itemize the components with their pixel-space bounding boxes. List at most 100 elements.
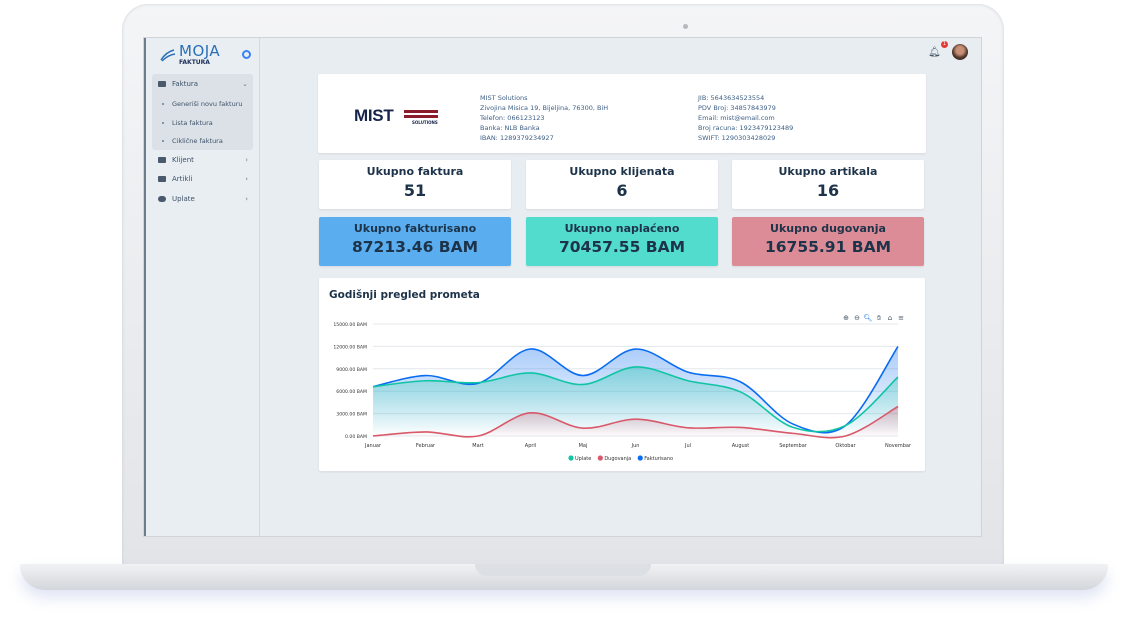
stat-title: Ukupno artikala — [778, 165, 878, 178]
coins-icon — [158, 196, 166, 202]
laptop-notch — [475, 564, 651, 576]
company-phone: Telefon: 066123123 — [480, 113, 545, 122]
company-swift: SWIFT: 1290303428029 — [698, 133, 776, 142]
sidebar-subitem-ciklicne[interactable]: Ciklične faktura — [162, 137, 223, 145]
y-tick-label: 9000.00 BAM — [336, 367, 367, 373]
chart-card: Godišnji pregled prometa 0.00 BAM 3000.00… — [319, 278, 925, 471]
company-bank: Banka: NLB Banka — [480, 123, 540, 132]
company-jib: JIB: 5643634523554 — [698, 94, 765, 102]
x-tick-label: Maj — [579, 443, 588, 449]
stat-value: 51 — [403, 181, 427, 200]
notification-badge: 1 — [941, 41, 948, 48]
total-value: 70457.55 BAM — [558, 238, 685, 256]
company-info-left: MIST Solutions Zivojina Misica 19, Bijel… — [480, 94, 608, 144]
total-title: Ukupno fakturisano — [353, 222, 477, 235]
line-uplate — [372, 366, 899, 433]
chevron-right-icon: › — [245, 156, 248, 164]
search-icon[interactable]: 🔍︎ — [864, 314, 873, 322]
stat-title: Ukupno klijenata — [569, 165, 675, 178]
x-tick-label: Jul — [684, 443, 691, 449]
area-uplate — [373, 366, 898, 436]
x-tick-label: Oktobar — [835, 443, 856, 449]
x-tick-label: Februar — [416, 443, 436, 449]
area-dugovanja — [373, 406, 898, 438]
x-tick-label: Septembar — [779, 443, 808, 449]
total-card-naplaceno: Ukupno naplaćeno 70457.55 BAM — [526, 217, 718, 266]
y-tick-label: 6000.00 BAM — [336, 389, 367, 395]
sidebar-toggle-icon[interactable] — [242, 50, 251, 59]
company-logo-sub: SOLUTIONS — [412, 120, 438, 125]
pan-icon[interactable]: ✋︎ — [877, 314, 881, 322]
avatar[interactable] — [952, 44, 968, 60]
stat-card-klijenti: Ukupno klijenata 6 — [526, 160, 718, 209]
y-tick-label: 15000.00 BAM — [333, 322, 367, 328]
sidebar-item-label: Artikli — [172, 175, 193, 183]
total-title: Ukupno dugovanja — [770, 222, 886, 235]
x-tick-label: Januar — [364, 443, 382, 449]
briefcase-icon — [158, 157, 166, 163]
sidebar-subitem-lista[interactable]: Lista faktura — [162, 119, 213, 127]
revenue-chart: 0.00 BAM 3000.00 BAM 6000.00 BAM 9000.00 BA… — [333, 314, 912, 462]
x-tick-label: Novembar — [885, 443, 912, 449]
sidebar-subitem-generisi[interactable]: Generiši novu fakturu — [162, 100, 243, 108]
x-tick-label: Jun — [631, 443, 640, 449]
screen: MOJA FAKTURA Faktura ⌄ Generiši novu faktu… — [143, 37, 982, 537]
total-card-fakturisano: Ukupno fakturisano 87213.46 BAM — [319, 217, 511, 266]
legend-marker — [568, 455, 574, 461]
total-card-dugovanja: Ukupno dugovanja 16755.91 BAM — [732, 217, 924, 266]
company-logo-bars — [404, 110, 438, 119]
sidebar-item-klijent[interactable]: Klijent › — [158, 156, 248, 164]
bell-icon[interactable]: 🔔︎ — [928, 47, 941, 58]
camera — [683, 24, 688, 29]
chevron-right-icon: › — [245, 175, 248, 183]
sidebar-item-label: Uplate — [172, 195, 195, 203]
menu-icon[interactable]: ≡ — [898, 314, 904, 322]
company-address: Zivojina Misica 19, Bijeljina, 76300, Bi… — [480, 103, 609, 112]
stat-value: 16 — [816, 181, 840, 200]
company-email: Email: mist@email.com — [698, 113, 775, 122]
company-card: MIST SOLUTIONS MIST Solutions Zivojina M… — [318, 74, 926, 153]
sidebar: MOJA FAKTURA Faktura ⌄ Generiši novu faktu… — [144, 38, 260, 536]
total-value: 87213.46 BAM — [351, 238, 478, 256]
logo-text: MOJA — [179, 42, 221, 60]
home-icon[interactable]: ⌂ — [888, 314, 892, 322]
stat-card-artikli: Ukupno artikala 16 — [732, 160, 924, 209]
company-info-right: JIB: 5643634523554 PDV Broj: 34857843979… — [698, 94, 793, 144]
line-dugovanja — [372, 405, 899, 439]
company-name: MIST Solutions — [480, 94, 528, 102]
company-pdv: PDV Broj: 34857843979 — [698, 103, 776, 112]
invoice-icon — [158, 81, 166, 87]
zoom-in-icon[interactable]: ⊕ — [843, 314, 849, 322]
total-title: Ukupno naplaćeno — [564, 222, 680, 235]
x-tick-label: April — [525, 443, 536, 449]
company-logo: MIST — [354, 106, 394, 125]
legend-label-uplate: Uplate — [575, 456, 591, 462]
sidebar-item-label: Klijent — [172, 156, 194, 164]
chevron-right-icon: › — [245, 195, 248, 203]
y-tick-label: 12000.00 BAM — [333, 344, 367, 350]
x-tick-label: Mart — [472, 443, 483, 449]
legend-label-fakturisano: Fakturisano — [644, 456, 673, 462]
sidebar-item-label: Faktura — [172, 80, 199, 88]
chevron-down-icon: ⌄ — [242, 80, 248, 88]
keyboard-icon — [158, 176, 166, 182]
stat-value: 6 — [616, 181, 628, 200]
stat-title: Ukupno faktura — [366, 165, 464, 178]
sidebar-item-uplate[interactable]: Uplate › — [158, 195, 248, 203]
legend-marker — [597, 455, 603, 461]
logo[interactable]: MOJA FAKTURA — [160, 44, 220, 66]
x-tick-label: August — [732, 443, 750, 449]
book-logo-icon — [160, 49, 176, 62]
y-tick-label: 0.00 BAM — [345, 434, 367, 440]
chart-title: Godišnji pregled prometa — [329, 289, 480, 301]
sidebar-item-faktura[interactable]: Faktura ⌄ — [158, 80, 248, 88]
logo-subtext: FAKTURA — [179, 59, 210, 66]
total-value: 16755.91 BAM — [764, 238, 891, 256]
legend-marker — [637, 455, 643, 461]
y-tick-label: 3000.00 BAM — [336, 412, 367, 418]
legend-label-dugovanja: Dugovanja — [604, 456, 631, 462]
sidebar-item-artikli[interactable]: Artikli › — [158, 175, 248, 183]
zoom-out-icon[interactable]: ⊖ — [854, 314, 860, 322]
company-iban: IBAN: 1289379234927 — [480, 133, 554, 142]
company-account: Broj racuna: 1923479123489 — [698, 123, 794, 132]
